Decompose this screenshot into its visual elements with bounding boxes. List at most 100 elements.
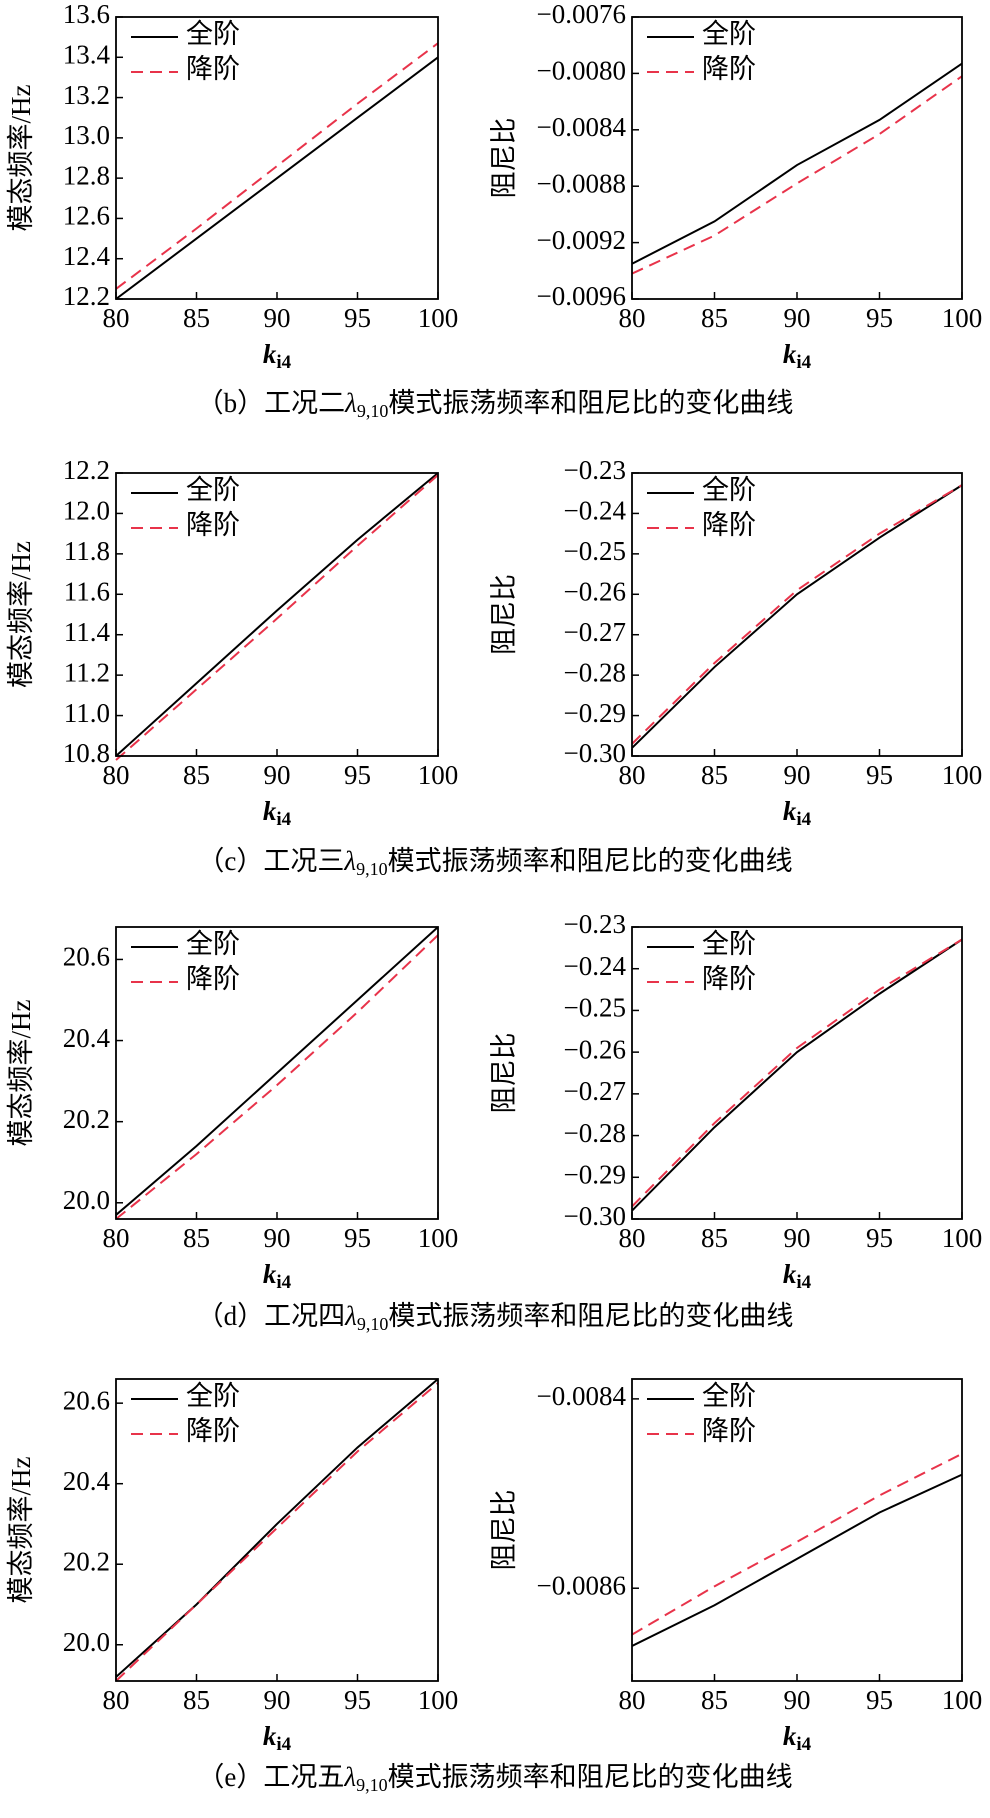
y-axis-label: 模态频率/Hz [6, 999, 36, 1146]
x-axis-label: ki4 [263, 339, 292, 373]
x-tick-label: 85 [701, 303, 728, 333]
x-tick-label: 100 [942, 303, 983, 333]
legend-label: 降阶 [702, 964, 756, 994]
x-axis-label-base: k [783, 796, 797, 826]
y-tick-label: −0.25 [564, 536, 626, 566]
x-tick-label: 85 [183, 1685, 210, 1715]
y-tick-label: 20.4 [63, 1466, 111, 1496]
y-axis-label: 模态频率/Hz [6, 1456, 36, 1603]
x-tick-label: 95 [866, 1685, 893, 1715]
plot-frame [115, 926, 439, 1220]
legend-label: 降阶 [702, 1416, 756, 1446]
x-axis-label-sub: i4 [796, 809, 811, 830]
y-axis-label: 阻尼比 [489, 118, 519, 199]
series-line [631, 484, 963, 745]
x-tick-label: 80 [619, 1685, 646, 1715]
y-tick-label: 10.8 [63, 738, 110, 768]
x-axis-label-sub: i4 [796, 1272, 811, 1293]
y-tick-label: 20.6 [63, 1385, 110, 1415]
y-tick-label: 12.2 [63, 281, 110, 311]
y-tick-label: −0.25 [564, 993, 626, 1023]
y-tick-label: −0.0086 [537, 1570, 626, 1600]
x-tick-label: 80 [619, 760, 646, 790]
y-axis-label: 模态频率/Hz [6, 84, 36, 231]
x-axis-label-base: k [263, 796, 277, 826]
y-tick-label: 11.6 [64, 576, 110, 606]
caption-sub: 9,10 [357, 1314, 389, 1334]
caption-prefix: （c）工况三 [197, 846, 344, 876]
x-tick-label: 90 [264, 303, 291, 333]
x-tick-label: 80 [619, 1223, 646, 1253]
caption-suffix: 模式振荡频率和阻尼比的变化曲线 [388, 846, 793, 876]
x-tick-label: 80 [103, 1685, 130, 1715]
legend-label: 全阶 [186, 929, 240, 959]
x-tick-label: 80 [103, 1223, 130, 1253]
y-tick-label: 20.4 [63, 1023, 111, 1053]
y-tick-label: −0.26 [564, 1034, 626, 1064]
caption-suffix: 模式振荡频率和阻尼比的变化曲线 [388, 388, 793, 418]
x-tick-label: 90 [264, 760, 291, 790]
legend-label: 全阶 [186, 1381, 240, 1411]
series-line [115, 472, 439, 757]
y-tick-label: −0.0080 [537, 56, 626, 86]
series-line [631, 75, 963, 275]
x-tick-label: 95 [344, 760, 371, 790]
y-tick-label: 20.2 [63, 1104, 110, 1134]
y-tick-label: −0.27 [564, 1076, 626, 1106]
x-tick-label: 85 [701, 1223, 728, 1253]
y-axis-label: 阻尼比 [489, 1490, 519, 1571]
x-axis-label: ki4 [783, 796, 812, 830]
y-tick-label: −0.0084 [537, 1381, 627, 1411]
legend-label: 降阶 [702, 510, 756, 540]
y-tick-label: −0.28 [564, 657, 626, 687]
x-axis-label-sub: i4 [796, 1734, 811, 1755]
y-tick-label: 20.0 [63, 1185, 110, 1215]
series-line [115, 926, 439, 1216]
x-tick-label: 95 [866, 760, 893, 790]
x-tick-label: 85 [701, 1685, 728, 1715]
x-axis-label-base: k [263, 1721, 277, 1751]
x-axis-label-base: k [783, 339, 797, 369]
y-tick-label: 11.4 [64, 617, 111, 647]
caption-symbol: λ [344, 1301, 357, 1331]
y-tick-label: −0.27 [564, 617, 626, 647]
series-line [631, 484, 963, 749]
legend-label: 全阶 [186, 475, 240, 505]
y-tick-label: 12.4 [63, 241, 111, 271]
legend-label: 降阶 [186, 1416, 240, 1446]
x-tick-label: 95 [866, 1223, 893, 1253]
series-line [115, 1378, 439, 1678]
plot-frame [631, 1378, 963, 1682]
x-tick-label: 95 [866, 303, 893, 333]
legend-label: 降阶 [186, 510, 240, 540]
series-line [631, 62, 963, 265]
x-axis-label-base: k [783, 1721, 797, 1751]
plot-frame [631, 926, 963, 1220]
series-line [115, 474, 439, 761]
legend-label: 全阶 [702, 929, 756, 959]
y-tick-label: −0.24 [564, 496, 627, 526]
series-line [631, 938, 963, 1208]
y-tick-label: −0.0096 [537, 281, 626, 311]
caption-symbol: λ [343, 1762, 356, 1792]
y-tick-label: 20.2 [63, 1546, 110, 1576]
legend-label: 全阶 [702, 19, 756, 49]
x-axis-label-base: k [263, 1259, 277, 1289]
x-tick-label: 100 [418, 303, 459, 333]
y-tick-label: 12.8 [63, 160, 110, 190]
series-line [115, 42, 439, 290]
x-tick-label: 100 [942, 1685, 983, 1715]
x-tick-label: 100 [418, 760, 459, 790]
caption-suffix: 模式振荡频率和阻尼比的变化曲线 [388, 1762, 793, 1792]
x-axis-label: ki4 [263, 1721, 292, 1755]
x-tick-label: 80 [103, 760, 130, 790]
y-tick-label: −0.29 [564, 698, 626, 728]
x-tick-label: 85 [701, 760, 728, 790]
legend-label: 全阶 [186, 19, 240, 49]
y-tick-label: 11.2 [64, 657, 110, 687]
x-tick-label: 100 [942, 1223, 983, 1253]
series-line [631, 1473, 963, 1647]
x-tick-label: 85 [183, 1223, 210, 1253]
caption-sub: 9,10 [356, 1775, 388, 1795]
